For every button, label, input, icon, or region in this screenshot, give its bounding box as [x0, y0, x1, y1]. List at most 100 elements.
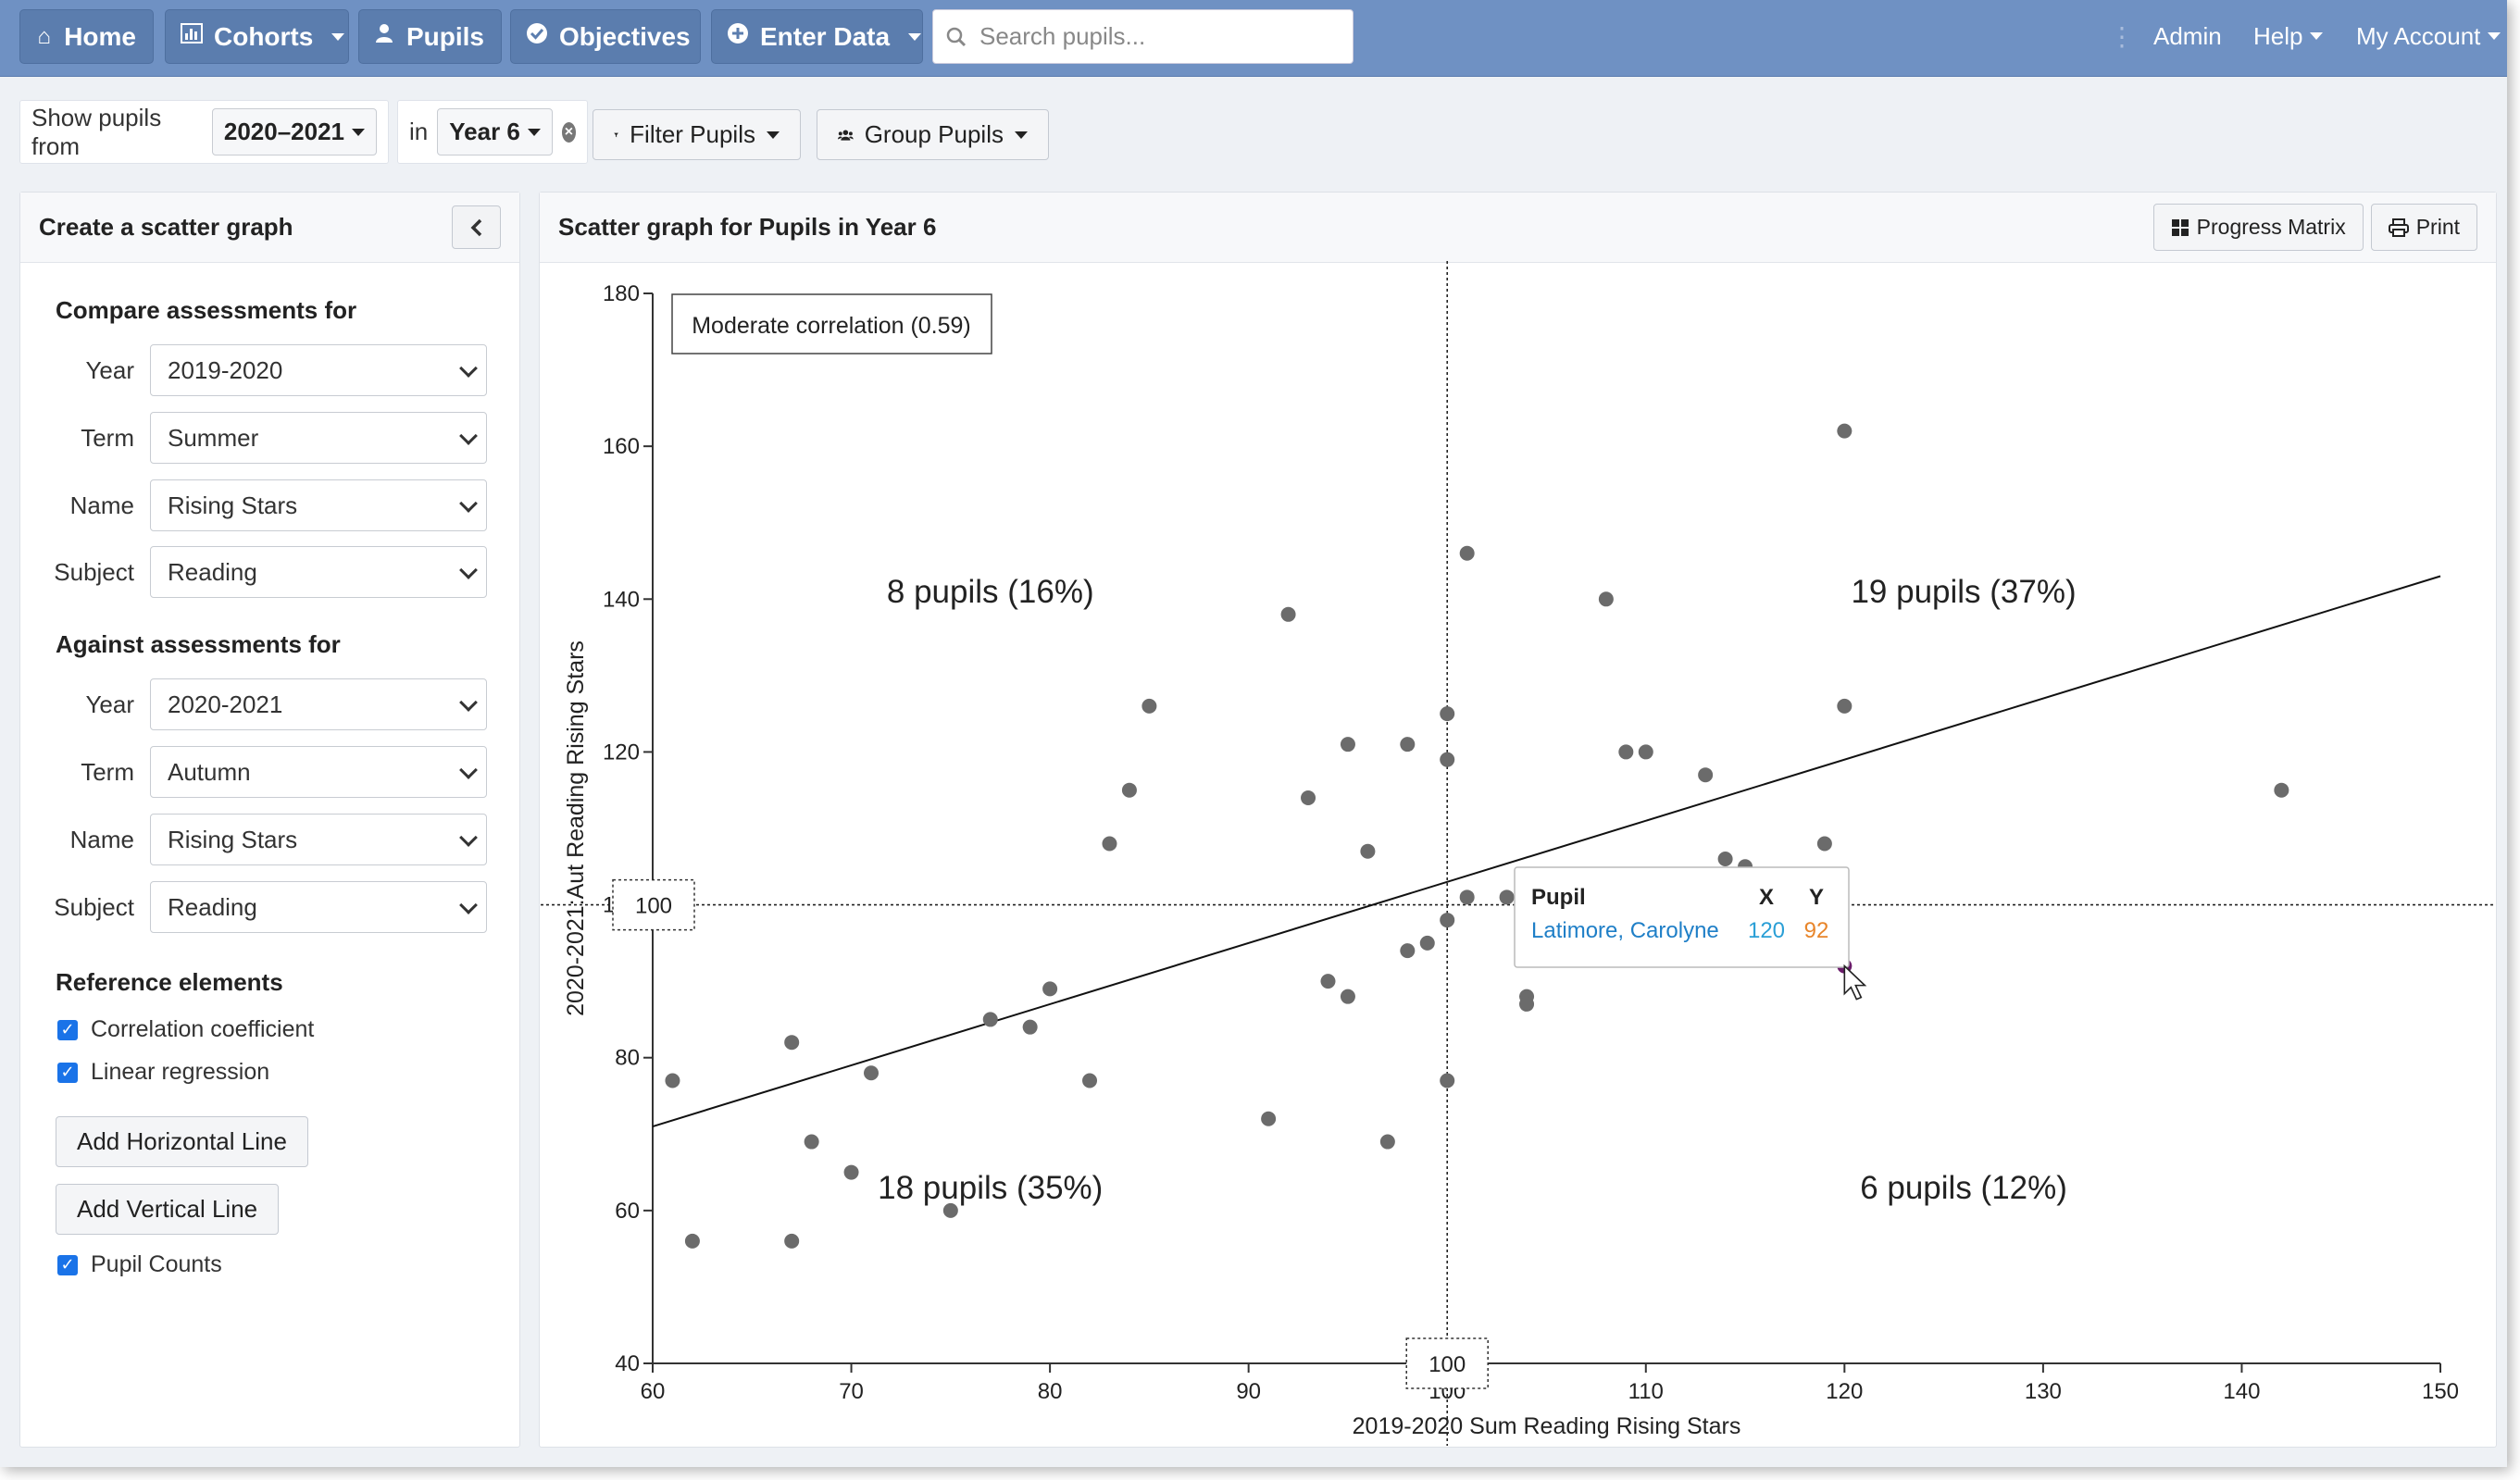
collapse-panel-button[interactable] — [452, 205, 501, 249]
nav-home-button[interactable]: ⌂ Home — [19, 9, 154, 64]
show-from-label: Show pupils from — [31, 103, 162, 160]
against-name-value: Rising Stars — [168, 826, 298, 853]
chevron-down-icon — [1015, 131, 1028, 139]
compare-year-value: 2019-2020 — [168, 356, 283, 384]
group-pupils-label: Group Pupils — [864, 120, 1004, 148]
compare-year-label: Year — [85, 356, 134, 384]
chevron-down-icon — [2310, 32, 2324, 40]
print-label: Print — [2415, 215, 2460, 239]
progress-matrix-button[interactable]: Progress Matrix — [2152, 204, 2364, 251]
add-horizontal-line-button[interactable]: Add Horizontal Line — [56, 1116, 308, 1167]
compare-term-select[interactable]: Summer — [150, 412, 487, 464]
chevron-down-icon — [527, 128, 541, 136]
correlation-checkbox[interactable]: ✓ — [57, 1019, 78, 1040]
chevron-down-icon — [2488, 32, 2501, 40]
filter-icon — [614, 132, 618, 137]
chevron-down-icon — [459, 494, 478, 513]
clear-filter-icon[interactable]: × — [561, 121, 576, 143]
options-panel-title: Create a scatter graph — [39, 213, 293, 241]
grid-icon — [2171, 218, 2189, 236]
year-range-select[interactable]: 2020–2021 — [211, 108, 377, 155]
regression-checkbox-label: Linear regression — [91, 1059, 270, 1085]
compare-name-value: Rising Stars — [168, 491, 298, 519]
year-group-filter: in Year 6 × — [397, 100, 588, 164]
nav-pupils-button[interactable]: Pupils — [358, 9, 502, 64]
nav-help-menu[interactable]: Help — [2253, 0, 2324, 72]
against-year-value: 2020-2021 — [168, 690, 283, 718]
correlation-checkbox-row[interactable]: ✓ Correlation coefficient — [57, 1016, 314, 1043]
nav-enter-data-button[interactable]: Enter Data — [711, 9, 923, 64]
regression-checkbox[interactable]: ✓ — [57, 1062, 78, 1083]
user-icon — [374, 23, 395, 50]
nav-help-label: Help — [2253, 21, 2303, 50]
chevron-down-icon — [908, 32, 922, 41]
correlation-checkbox-label: Correlation coefficient — [91, 1016, 315, 1042]
against-term-label: Term — [81, 758, 134, 786]
nav-cohorts-label: Cohorts — [214, 21, 314, 51]
against-subject-row: Subject Reading — [20, 881, 521, 933]
chevron-down-icon — [459, 828, 478, 847]
compare-name-select[interactable]: Rising Stars — [150, 479, 487, 531]
add-vertical-line-label: Add Vertical Line — [77, 1195, 258, 1223]
nav-admin-link[interactable]: Admin — [2153, 0, 2222, 72]
nav-objectives-label: Objectives — [559, 21, 691, 51]
nav-pupils-label: Pupils — [405, 21, 484, 51]
compare-year-select[interactable]: 2019-2020 — [150, 344, 487, 396]
progress-matrix-label: Progress Matrix — [2196, 215, 2346, 239]
search-box[interactable] — [932, 9, 1354, 64]
against-subject-value: Reading — [168, 893, 257, 921]
scatter-graph-panel: Scatter graph for Pupils in Year 6 Progr… — [539, 192, 2497, 1448]
chevron-down-icon — [459, 693, 478, 712]
pupil-counts-checkbox[interactable]: ✓ — [57, 1254, 78, 1275]
printer-icon — [2388, 218, 2409, 237]
against-term-select[interactable]: Autumn — [150, 746, 487, 798]
chart-panel-header: Scatter graph for Pupils in Year 6 Progr… — [540, 193, 2496, 263]
compare-subject-label: Subject — [54, 558, 134, 586]
against-subject-select[interactable]: Reading — [150, 881, 487, 933]
print-button[interactable]: Print — [2370, 204, 2477, 251]
against-subject-label: Subject — [54, 893, 134, 921]
chevron-down-icon — [459, 359, 478, 378]
add-vertical-line-button[interactable]: Add Vertical Line — [56, 1184, 280, 1235]
year-group-select[interactable]: Year 6 — [437, 108, 553, 155]
options-panel-header: Create a scatter graph — [20, 193, 519, 263]
regression-checkbox-row[interactable]: ✓ Linear regression — [57, 1059, 269, 1086]
nav-cohorts-button[interactable]: Cohorts — [165, 9, 349, 64]
chart-panel-title: Scatter graph for Pupils in Year 6 — [558, 213, 937, 241]
nav-admin-label: Admin — [2153, 21, 2222, 50]
pupil-counts-checkbox-label: Pupil Counts — [91, 1251, 222, 1277]
top-navbar: ⌂ Home Cohorts Pupils Objectives — [0, 0, 2507, 77]
nav-account-label: My Account — [2356, 21, 2481, 50]
compare-year-row: Year 2019-2020 — [20, 344, 521, 396]
plus-circle-icon — [727, 22, 749, 51]
group-pupils-button[interactable]: Group Pupils — [817, 109, 1049, 160]
against-year-select[interactable]: 2020-2021 — [150, 678, 487, 730]
compare-subject-select[interactable]: Reading — [150, 546, 487, 598]
chevron-down-icon — [459, 427, 478, 445]
against-name-label: Name — [69, 826, 134, 853]
nav-enter-data-label: Enter Data — [760, 21, 891, 51]
chevron-down-icon — [459, 561, 478, 579]
against-year-row: Year 2020-2021 — [20, 678, 521, 730]
home-icon: ⌂ — [37, 23, 51, 49]
nav-account-menu[interactable]: My Account — [2356, 0, 2501, 72]
search-icon — [946, 27, 967, 46]
year-range-value: 2020–2021 — [223, 118, 344, 145]
pupil-counts-checkbox-row[interactable]: ✓ Pupil Counts — [57, 1251, 222, 1278]
nav-objectives-button[interactable]: Objectives — [510, 9, 701, 64]
reference-section-title: Reference elements — [56, 968, 283, 996]
filter-pupils-button[interactable]: Filter Pupils — [593, 109, 801, 160]
compare-term-row: Term Summer — [20, 412, 521, 464]
in-label: in — [409, 118, 429, 145]
nav-home-label: Home — [64, 21, 136, 51]
against-year-label: Year — [85, 690, 134, 718]
search-input[interactable] — [978, 21, 1329, 52]
filter-pupils-label: Filter Pupils — [630, 120, 755, 148]
vertical-dots-icon: ⋮ — [2109, 21, 2135, 51]
chevron-down-icon — [767, 131, 780, 139]
against-name-select[interactable]: Rising Stars — [150, 814, 487, 865]
compare-subject-value: Reading — [168, 558, 257, 586]
chevron-down-icon — [352, 128, 365, 136]
chevron-down-icon — [459, 896, 478, 914]
compare-term-value: Summer — [168, 424, 259, 452]
